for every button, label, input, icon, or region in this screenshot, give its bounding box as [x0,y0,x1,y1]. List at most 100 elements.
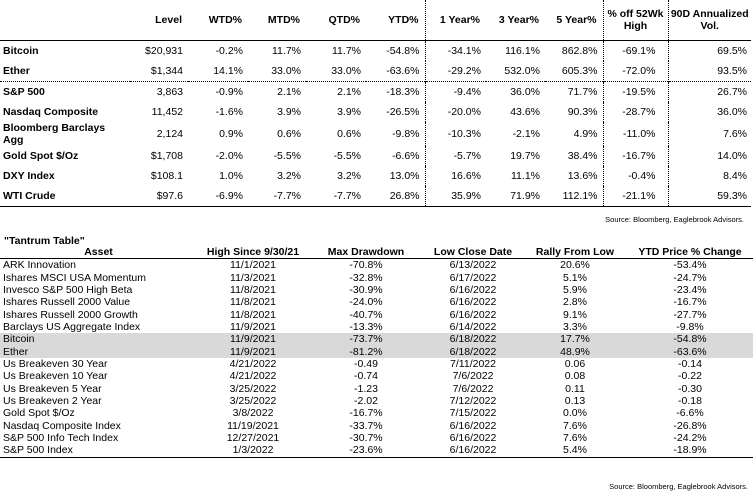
performance-row: S&P 500 3,863 -0.9% 2.1% 2.1% -18.3% -9.4% 36.0… [0,81,751,102]
cell-off-52wk: -72.0% [603,61,669,82]
cell-rally: 0.11 [565,382,585,395]
header-wtd: WTD% [208,14,242,26]
cell-off-52wk: -69.1% [603,40,669,61]
cell-off-52wk: -21.1% [603,186,669,207]
cell-five-year: 4.9% [545,122,604,146]
performance-row: WTI Crude $97.6 -6.9% -7.7% -7.7% 26.8% 35.9% 7… [0,186,751,207]
cell-asset: S&P 500 Info Tech Index [3,431,119,444]
cell-asset: Ishares Russell 2000 Value [3,296,131,309]
cell-mtd: 2.1% [248,81,306,102]
cell-three-year: 11.1% [511,170,540,182]
cell-qtd: 33.0% [331,65,361,77]
cell-asset: ARK Innovation [3,259,76,272]
header-high-since: High Since 9/30/21 [197,246,309,259]
cell-drawdown: -13.3% [349,320,383,333]
cell-mtd: 3.9% [277,106,301,118]
cell-one-year: -9.4% [425,81,486,102]
cell-vol-90d: 93.5% [717,65,747,77]
tantrum-row: Nasdaq Composite Index 11/19/2021 -33.7% 6/… [0,419,753,432]
cell-asset: Ishares MSCI USA Momentum [3,271,146,284]
cell-rally: 2.8% [563,296,587,309]
cell-three-year: 36.0% [486,81,545,102]
cell-low-date: 6/16/2022 [449,283,497,296]
header-mtd: MTD% [267,14,300,26]
cell-qtd: -7.7% [306,186,366,207]
cell-five-year: 13.6% [545,166,604,186]
cell-low-date: 6/16/2022 [449,296,497,309]
cell-level: $1,708 [150,150,183,162]
row-label: Gold Spot $/Oz [3,150,79,162]
cell-level: $97.6 [130,186,188,207]
cell-qtd: 2.1% [306,81,366,102]
tantrum-row: Barclays US Aggregate Index 11/9/2021 -13.… [0,321,753,333]
cell-rally: 9.1% [563,308,587,321]
cell-one-year: -20.0% [447,106,481,118]
cell-drawdown: -30.7% [349,431,383,444]
cell-ytd: -9.8% [676,320,704,333]
header-ytd-price-change: YTD Price % Change [627,246,753,259]
cell-low-date: 7/12/2022 [449,394,497,407]
cell-drawdown: -16.7% [349,407,383,420]
cell-ytd: -54.8% [627,333,753,346]
cell-vol-90d: 14.0% [717,150,747,162]
cell-ytd: -0.18 [678,394,702,407]
row-label: DXY Index [3,170,55,182]
cell-high: 11/8/2021 [230,308,276,321]
cell-rally: 5.9% [563,283,587,296]
cell-rally: 5.1% [563,271,587,284]
tantrum-row: Us Breakeven 5 Year 3/25/2022 -1.23 7/6/202… [0,382,753,395]
cell-vol-90d: 7.6% [723,128,747,140]
cell-asset: Us Breakeven 5 Year [3,382,102,395]
performance-header-row: Level WTD% MTD% QTD% YTD% 1 Year% 3 Year… [0,0,751,41]
cell-high: 4/21/2022 [229,370,277,383]
cell-high: 3/8/2022 [232,407,274,420]
tantrum-header-row: Asset High Since 9/30/21 Max Drawdown Lo… [0,246,753,259]
cell-mtd: 33.0% [271,65,301,77]
cell-five-year: 71.7% [545,81,604,102]
cell-rally: 7.6% [563,419,587,432]
tantrum-row: Us Breakeven 2 Year 3/25/2022 -2.02 7/12/20… [0,395,753,407]
cell-mtd: 0.6% [277,128,301,140]
cell-high: 11/8/2021 [230,296,276,309]
cell-wtd: -6.9% [188,186,248,207]
row-label: WTI Crude [0,186,130,207]
row-label: Bitcoin [0,40,130,61]
cell-high: 11/9/2021 [230,320,276,333]
cell-drawdown: -73.7% [309,333,423,346]
cell-five-year: 90.3% [545,102,604,122]
cell-wtd: -2.0% [215,150,243,162]
tantrum-row: Ishares MSCI USA Momentum 11/3/2021 -32.8%… [0,271,753,284]
header-ytd: YTD% [366,0,426,41]
cell-low-date: 6/14/2022 [449,320,497,333]
cell-mtd: -7.7% [248,186,306,207]
tantrum-row: Us Breakeven 30 Year 4/21/2022 -0.49 7/11/2… [0,358,753,370]
cell-low-date: 7/6/2022 [452,370,494,383]
cell-high: 3/25/2022 [229,394,277,407]
cell-ytd: -6.6% [676,407,704,420]
cell-qtd: 0.6% [337,128,361,140]
cell-ytd: -9.8% [366,122,426,146]
cell-low-date: 6/17/2022 [449,271,497,284]
cell-asset: Bitcoin [0,333,197,346]
cell-ytd: -0.30 [678,382,702,395]
cell-asset: Us Breakeven 2 Year [3,394,102,407]
cell-vol-90d: 8.4% [723,170,747,182]
cell-high: 11/9/2021 [197,345,309,358]
cell-off-52wk: -19.5% [603,81,669,102]
cell-low-date: 6/16/2022 [449,419,497,432]
cell-high: 12/27/2021 [226,431,280,444]
performance-row: Ether $1,344 14.1% 33.0% 33.0% -63.6% -29.2% 53… [0,61,751,82]
cell-level: 11,452 [151,106,183,118]
header-off-52wk-high: % off 52Wk High [603,0,669,41]
cell-one-year: -34.1% [425,40,486,61]
cell-mtd: 11.7% [248,40,306,61]
cell-off-52wk: -11.0% [603,122,669,146]
cell-wtd: 1.0% [219,170,243,182]
header-1-year: 1 Year% [439,14,480,26]
cell-ytd: -26.5% [366,102,426,122]
cell-high: 4/21/2022 [229,357,277,370]
cell-wtd: -1.6% [215,106,243,118]
cell-vol-90d: 36.0% [717,106,747,118]
tantrum-row: Ether 11/9/2021 -81.2% 6/18/2022 48.9% -63.6% [0,345,753,358]
cell-high: 11/9/2021 [197,333,309,346]
